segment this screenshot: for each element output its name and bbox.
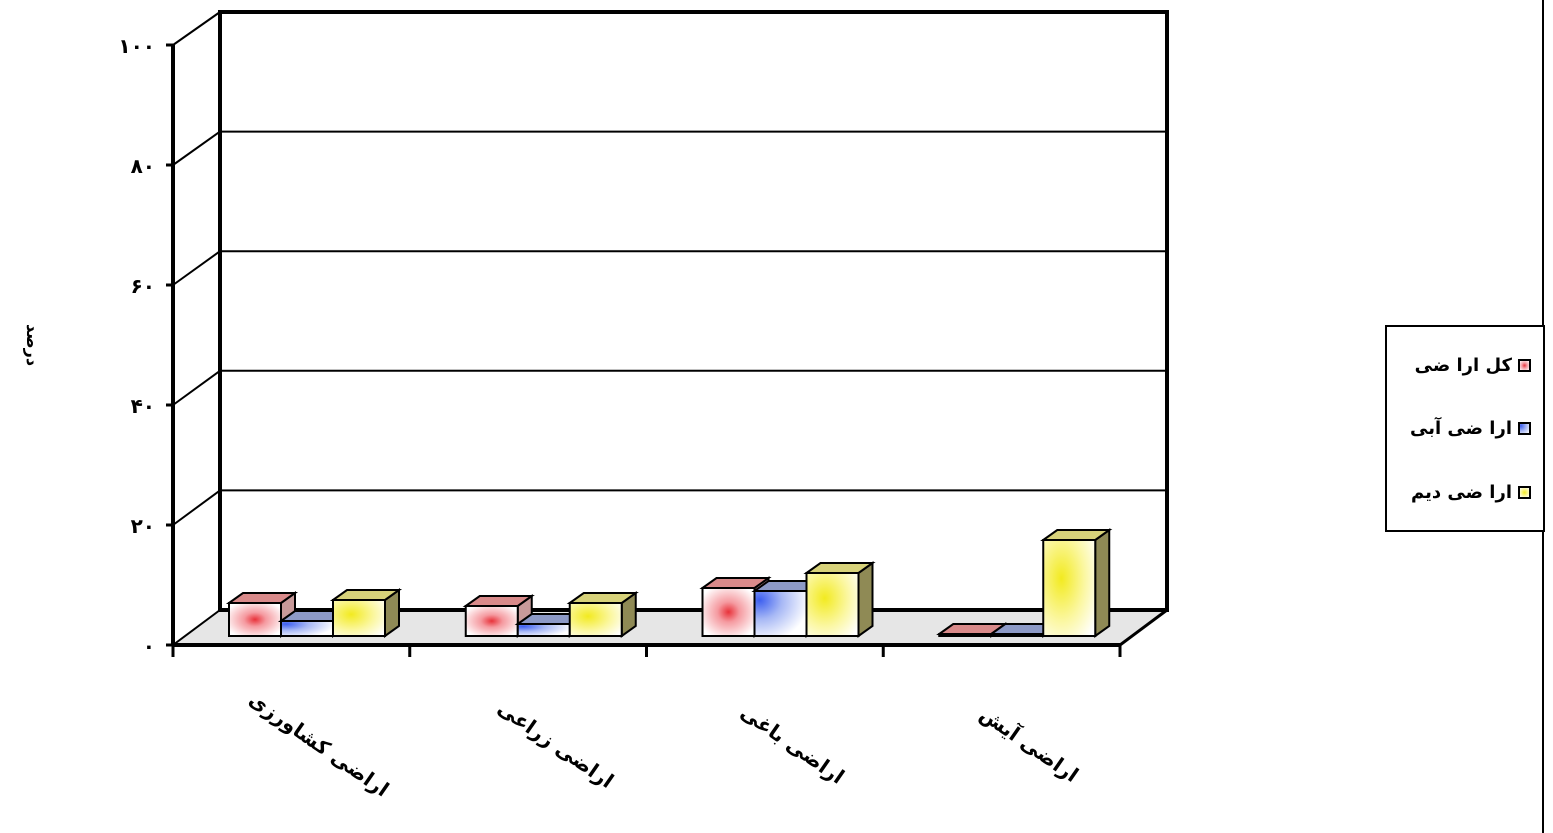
bar: [938, 633, 993, 637]
legend-item-rainfed: ارا ضی دیم: [1411, 482, 1531, 503]
floor: [173, 610, 1167, 645]
floor-right-edge: [1119, 608, 1168, 647]
bar: [332, 599, 386, 637]
bar: [701, 587, 756, 637]
bar: [1042, 539, 1097, 637]
y-tick-label: ۰: [143, 634, 155, 658]
bar: [568, 602, 623, 637]
category-label: اراضی باغی: [736, 700, 849, 789]
gridline-depth: [172, 609, 221, 646]
category-label: اراضی زراعی: [493, 696, 618, 793]
bars: [225, 528, 1113, 638]
gridline-depth: [172, 11, 221, 46]
legend-swatch-rainfed: [1518, 486, 1531, 499]
gridline-depth: [172, 369, 221, 406]
legend-label-rainfed: ارا ضی دیم: [1411, 482, 1512, 503]
legend-label-total: کل ارا ضی: [1414, 355, 1512, 376]
category-labels: اراضی کشاورزی اراضی زراعی اراضی باغی اراضی …: [245, 687, 1084, 801]
legend-item-total: کل ارا ضی: [1415, 355, 1531, 376]
y-tick-labels: ۰ ۲۰ ۴۰ ۶۰ ۸۰ ۱۰۰: [118, 34, 155, 658]
bar: [753, 590, 808, 637]
bar: [464, 605, 519, 637]
gridline-depth: [172, 130, 221, 166]
gridlines: [172, 11, 1167, 646]
legend-swatch-irrigated: [1518, 422, 1531, 435]
category-label: اراضی آیش: [976, 701, 1084, 787]
legend: کل ارا ضی ارا ضی آبی ارا ضی دیم: [1385, 325, 1545, 532]
y-tick-label: ۸۰: [131, 154, 155, 178]
gridline-depth: [172, 489, 221, 526]
category-label: اراضی کشاورزی: [245, 687, 394, 801]
bar: [805, 572, 860, 637]
y-tick-label: ۲۰: [131, 514, 155, 538]
y-tick-label: ۴۰: [131, 394, 155, 418]
bar-side: [1094, 528, 1111, 638]
chart-walls: [173, 10, 1169, 645]
y-tick-label: ۱۰۰: [118, 34, 155, 58]
legend-label-irrigated: ارا ضی آبی: [1410, 418, 1512, 439]
legend-swatch-total: [1518, 359, 1531, 372]
axes: [166, 43, 1168, 657]
back-wall: [218, 10, 1169, 612]
bar: [280, 620, 334, 637]
y-tick-label: ۶۰: [131, 274, 155, 298]
bar: [990, 633, 1045, 637]
y-axis-label: درصد: [23, 324, 42, 366]
bar-side: [857, 561, 874, 638]
legend-item-irrigated: ارا ضی آبی: [1410, 418, 1531, 439]
gridline-depth: [172, 250, 221, 286]
bar: [228, 602, 282, 637]
bar: [516, 623, 571, 637]
